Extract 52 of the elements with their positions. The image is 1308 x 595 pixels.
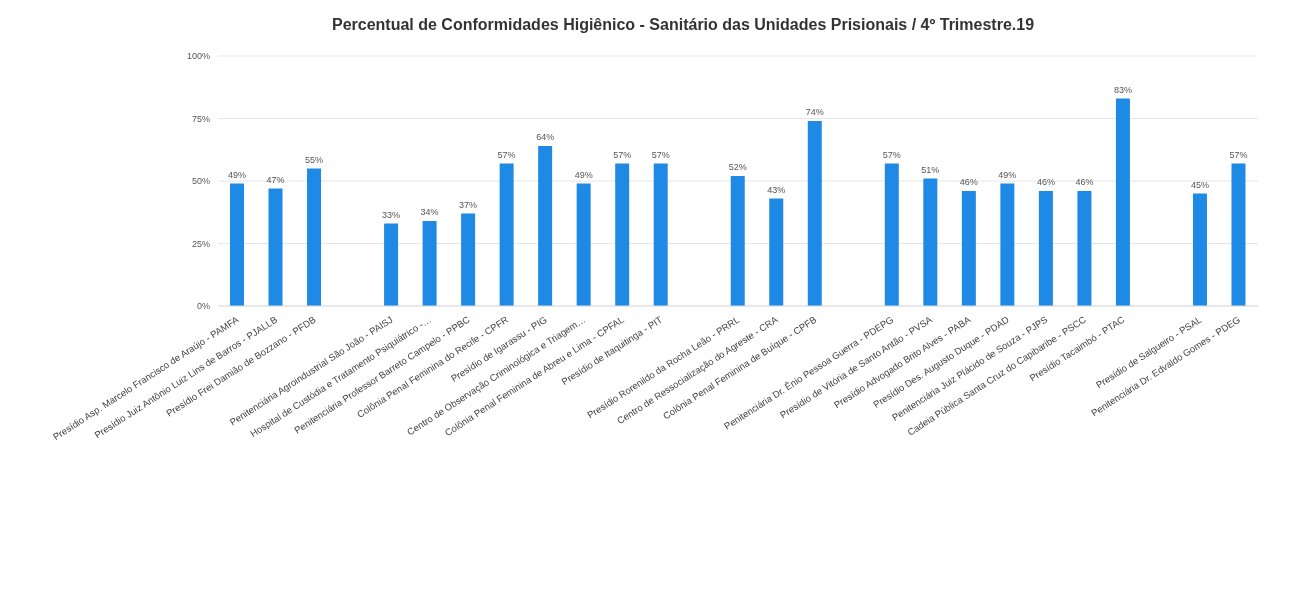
data-label: 55% bbox=[305, 154, 324, 165]
data-label: 45% bbox=[1190, 179, 1209, 190]
bar bbox=[961, 191, 976, 306]
bar bbox=[230, 183, 244, 306]
data-label: 46% bbox=[959, 177, 978, 187]
data-label: 43% bbox=[767, 184, 786, 195]
data-label: 57% bbox=[613, 149, 632, 160]
data-label: 49% bbox=[227, 169, 247, 180]
data-label: 52% bbox=[728, 162, 747, 172]
bar bbox=[807, 121, 822, 306]
data-label: 57% bbox=[651, 149, 670, 160]
bar bbox=[923, 178, 938, 306]
chart-title: Percentual de Conformidades Higiênico - Sanitário das Unidades Prisionais / 4º Trimestre.19 bbox=[330, 15, 1036, 35]
bar bbox=[1192, 193, 1207, 306]
y-tick-label: 100% bbox=[186, 51, 210, 62]
data-label: 64% bbox=[536, 132, 555, 142]
data-label: 57% bbox=[497, 149, 516, 160]
y-tick-label: 75% bbox=[191, 113, 210, 124]
data-label: 46% bbox=[1036, 177, 1055, 187]
data-label: 33% bbox=[382, 209, 401, 220]
bar bbox=[884, 163, 899, 306]
bar bbox=[422, 221, 437, 306]
bar bbox=[384, 223, 399, 306]
data-label: 49% bbox=[998, 169, 1017, 180]
bar bbox=[653, 163, 668, 306]
data-label: 47% bbox=[266, 174, 285, 185]
bar bbox=[1077, 191, 1092, 306]
bar bbox=[576, 183, 591, 306]
bar bbox=[1231, 163, 1246, 306]
data-label: 34% bbox=[420, 207, 439, 217]
bar bbox=[1115, 98, 1130, 306]
y-tick-label: 0% bbox=[196, 301, 210, 312]
bar bbox=[268, 188, 283, 306]
bar bbox=[1000, 183, 1015, 306]
data-label: 83% bbox=[1113, 84, 1132, 95]
data-label: 51% bbox=[921, 164, 940, 175]
data-label: 37% bbox=[459, 199, 478, 210]
bar bbox=[499, 163, 514, 306]
bar bbox=[307, 168, 322, 306]
y-tick-label: 25% bbox=[191, 238, 210, 249]
data-label: 74% bbox=[805, 107, 824, 117]
bar bbox=[769, 198, 784, 306]
y-tick-label: 50% bbox=[191, 176, 210, 187]
bar bbox=[730, 176, 745, 306]
data-label: 57% bbox=[1229, 149, 1248, 160]
bar bbox=[538, 146, 553, 306]
data-label: 49% bbox=[574, 169, 593, 180]
bar bbox=[1038, 191, 1053, 306]
bar bbox=[461, 213, 476, 306]
bar bbox=[615, 163, 630, 306]
data-label: 57% bbox=[882, 149, 901, 160]
data-label: 46% bbox=[1075, 177, 1094, 187]
